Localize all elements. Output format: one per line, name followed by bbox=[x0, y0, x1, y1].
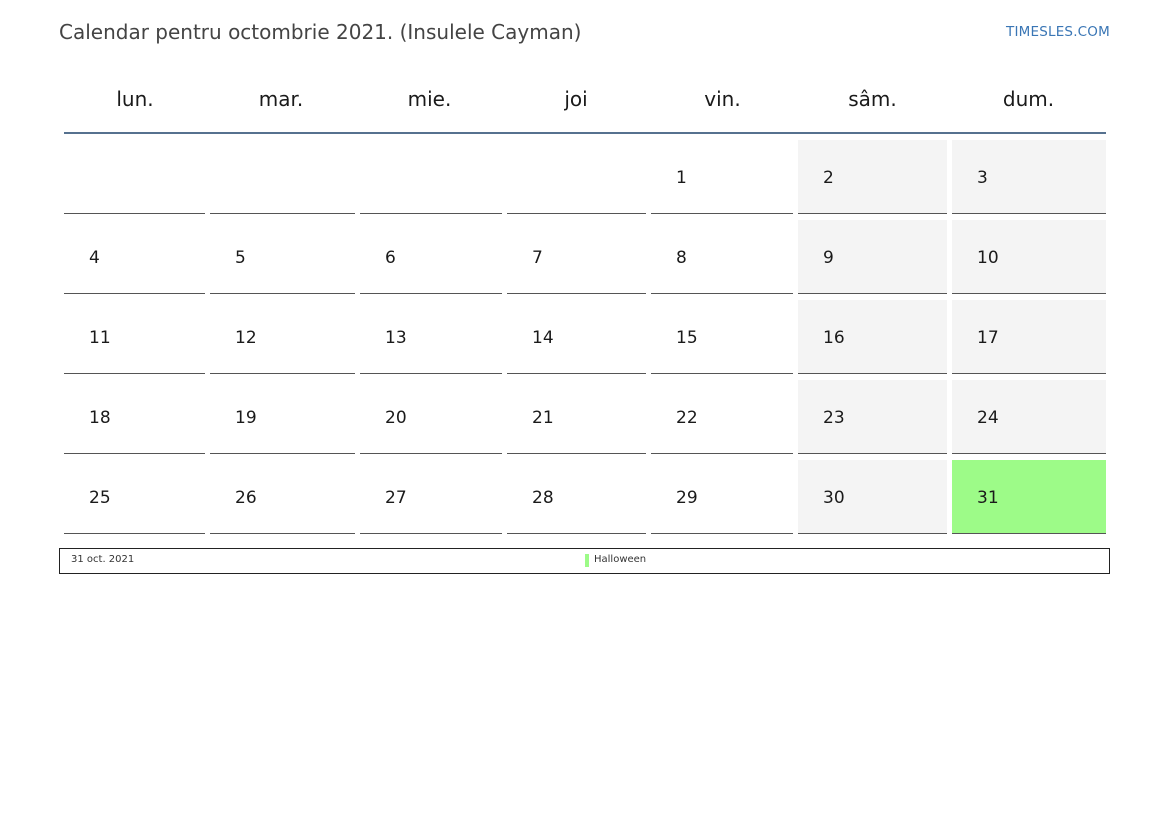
day-cell-26[interactable]: 26 bbox=[210, 460, 355, 534]
page-title: Calendar pentru octombrie 2021. (Insulel… bbox=[59, 20, 582, 44]
day-cell-27[interactable]: 27 bbox=[360, 460, 502, 534]
day-number: 18 bbox=[89, 408, 111, 428]
day-cell-17[interactable]: 17 bbox=[952, 300, 1106, 374]
day-number: 11 bbox=[89, 328, 111, 348]
day-number: 24 bbox=[977, 408, 999, 428]
day-number: 23 bbox=[823, 408, 845, 428]
day-cell-16[interactable]: 16 bbox=[798, 300, 947, 374]
weekday-header-row: lun. mar. mie. joi vin. sâm. dum. bbox=[64, 66, 1106, 134]
weekday-header-mon: lun. bbox=[116, 87, 154, 111]
day-cell-6[interactable]: 6 bbox=[360, 220, 502, 294]
day-number: 12 bbox=[235, 328, 257, 348]
day-cell-29[interactable]: 29 bbox=[651, 460, 793, 534]
holiday-legend: 31 oct. 2021 Halloween bbox=[59, 548, 1110, 574]
day-number: 25 bbox=[89, 488, 111, 508]
day-number: 5 bbox=[235, 248, 246, 268]
day-cell-empty bbox=[360, 140, 502, 214]
weekday-header-sat: sâm. bbox=[848, 87, 897, 111]
day-number: 30 bbox=[823, 488, 845, 508]
day-cell-15[interactable]: 15 bbox=[651, 300, 793, 374]
weekday-header-tue: mar. bbox=[258, 87, 304, 111]
day-number: 2 bbox=[823, 168, 834, 188]
day-cell-12[interactable]: 12 bbox=[210, 300, 355, 374]
day-number: 26 bbox=[235, 488, 257, 508]
week-row: 18 19 20 21 22 23 24 bbox=[64, 374, 1106, 454]
week-row: 4 5 6 7 8 9 10 bbox=[64, 214, 1106, 294]
day-number: 8 bbox=[676, 248, 687, 268]
calendar-weeks: 1 2 3 4 5 6 7 8 9 10 11 12 13 14 15 16 17 18 19 20 21 22 23 24 2… bbox=[64, 134, 1106, 534]
day-cell-14[interactable]: 14 bbox=[507, 300, 646, 374]
weekday-header-thu: joi bbox=[564, 87, 588, 111]
week-row: 1 2 3 bbox=[64, 134, 1106, 214]
weekday-header-wed: mie. bbox=[407, 87, 452, 111]
day-cell-7[interactable]: 7 bbox=[507, 220, 646, 294]
day-cell-2[interactable]: 2 bbox=[798, 140, 947, 214]
day-number: 1 bbox=[676, 168, 687, 188]
day-cell-28[interactable]: 28 bbox=[507, 460, 646, 534]
day-number: 17 bbox=[977, 328, 999, 348]
day-number: 16 bbox=[823, 328, 845, 348]
day-cell-31[interactable]: 31 bbox=[952, 460, 1106, 534]
day-number: 7 bbox=[532, 248, 543, 268]
day-cell-13[interactable]: 13 bbox=[360, 300, 502, 374]
day-cell-21[interactable]: 21 bbox=[507, 380, 646, 454]
day-number: 19 bbox=[235, 408, 257, 428]
day-cell-25[interactable]: 25 bbox=[64, 460, 205, 534]
legend-color-swatch bbox=[585, 554, 589, 567]
day-number: 28 bbox=[532, 488, 554, 508]
site-link[interactable]: TIMESLES.COM bbox=[1006, 24, 1110, 40]
day-number: 29 bbox=[676, 488, 698, 508]
day-cell-empty bbox=[507, 140, 646, 214]
day-number: 3 bbox=[977, 168, 988, 188]
day-number: 13 bbox=[385, 328, 407, 348]
day-number: 31 bbox=[977, 488, 999, 508]
day-cell-3[interactable]: 3 bbox=[952, 140, 1106, 214]
legend-date: 31 oct. 2021 bbox=[71, 554, 135, 565]
day-number: 4 bbox=[89, 248, 100, 268]
legend-holiday-name: Halloween bbox=[594, 554, 647, 565]
day-number: 20 bbox=[385, 408, 407, 428]
week-row: 25 26 27 28 29 30 31 bbox=[64, 454, 1106, 534]
day-number: 21 bbox=[532, 408, 554, 428]
day-cell-8[interactable]: 8 bbox=[651, 220, 793, 294]
day-cell-1[interactable]: 1 bbox=[651, 140, 793, 214]
day-cell-9[interactable]: 9 bbox=[798, 220, 947, 294]
day-number: 14 bbox=[532, 328, 554, 348]
weekday-header-sun: dum. bbox=[1002, 87, 1055, 111]
day-number: 27 bbox=[385, 488, 407, 508]
day-cell-empty bbox=[64, 140, 205, 214]
day-number: 9 bbox=[823, 248, 834, 268]
day-number: 15 bbox=[676, 328, 698, 348]
day-number: 22 bbox=[676, 408, 698, 428]
day-cell-24[interactable]: 24 bbox=[952, 380, 1106, 454]
day-cell-20[interactable]: 20 bbox=[360, 380, 502, 454]
weekday-header-fri: vin. bbox=[704, 87, 741, 111]
day-cell-10[interactable]: 10 bbox=[952, 220, 1106, 294]
week-row: 11 12 13 14 15 16 17 bbox=[64, 294, 1106, 374]
day-number: 10 bbox=[977, 248, 999, 268]
day-cell-18[interactable]: 18 bbox=[64, 380, 205, 454]
day-cell-4[interactable]: 4 bbox=[64, 220, 205, 294]
day-cell-23[interactable]: 23 bbox=[798, 380, 947, 454]
day-cell-5[interactable]: 5 bbox=[210, 220, 355, 294]
day-cell-empty bbox=[210, 140, 355, 214]
day-number: 6 bbox=[385, 248, 396, 268]
day-cell-30[interactable]: 30 bbox=[798, 460, 947, 534]
day-cell-19[interactable]: 19 bbox=[210, 380, 355, 454]
day-cell-22[interactable]: 22 bbox=[651, 380, 793, 454]
day-cell-11[interactable]: 11 bbox=[64, 300, 205, 374]
